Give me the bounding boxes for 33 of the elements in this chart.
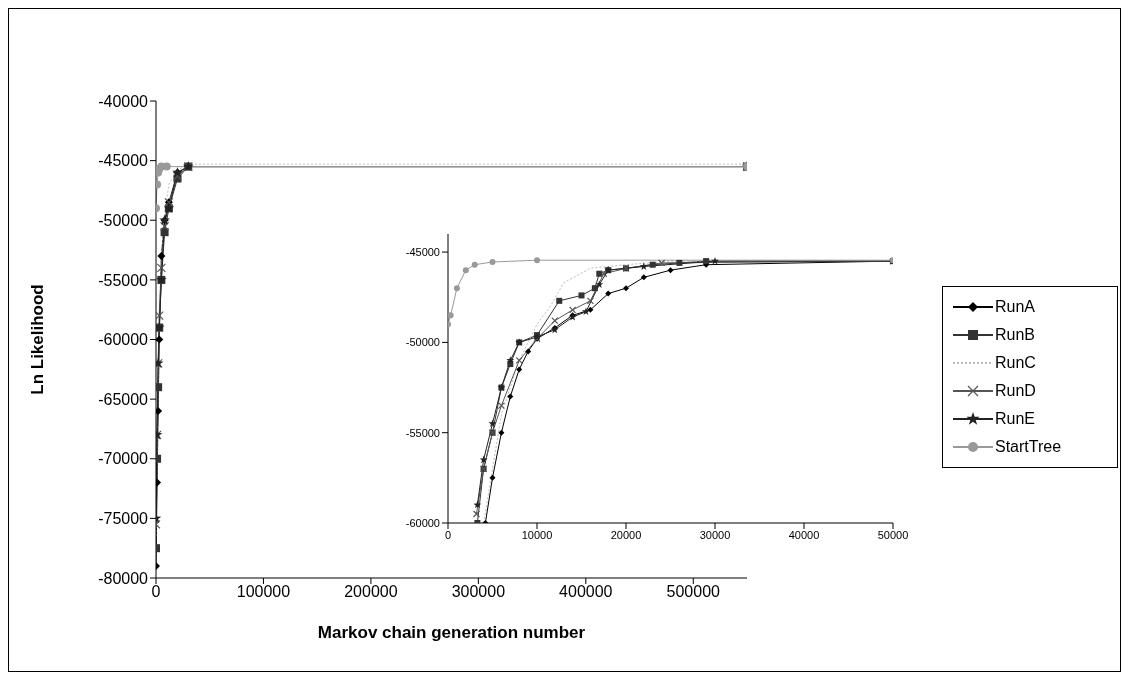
y-tick-label: -45000 (405, 245, 440, 258)
x-tick-label: 100000 (236, 583, 291, 601)
legend-label: RunE (995, 410, 1036, 428)
legend-label: RunA (995, 298, 1036, 316)
x-tick-label: 0 (151, 583, 161, 601)
x-tick-label: 400000 (559, 583, 613, 601)
y-tick-label: -40000 (98, 92, 149, 110)
x-tick-label: 50000 (877, 528, 909, 541)
y-tick-label: -60000 (98, 331, 149, 349)
y-tick-label: -75000 (98, 510, 149, 528)
x-tick-label: 300000 (451, 583, 506, 601)
y-tick-label: -45000 (98, 152, 149, 170)
y-tick-label: -55000 (98, 271, 149, 289)
x-tick-label: 40000 (788, 528, 820, 541)
x-tick-label: 200000 (344, 583, 398, 601)
x-axis-title: Markov chain generation number (317, 623, 586, 642)
y-tick-label: -70000 (98, 450, 149, 468)
x-tick-label: 30000 (699, 528, 731, 541)
x-tick-label: 500000 (666, 583, 721, 601)
y-tick-label: -55000 (405, 426, 440, 439)
x-tick-label: 10000 (521, 528, 553, 541)
y-tick-label: -60000 (405, 516, 440, 529)
x-tick-label: 20000 (610, 528, 642, 541)
y-tick-label: -50000 (98, 211, 149, 229)
y-tick-label: -65000 (98, 390, 149, 408)
legend-label: RunC (995, 354, 1036, 372)
y-tick-label: -80000 (98, 569, 149, 587)
legend-label: RunB (995, 326, 1036, 344)
y-tick-label: -50000 (405, 336, 440, 349)
legend-label: StartTree (995, 438, 1062, 456)
x-tick-label: 0 (444, 528, 452, 541)
y-axis-title: Ln Likelihood (28, 284, 48, 395)
legend-label: RunD (995, 382, 1036, 400)
